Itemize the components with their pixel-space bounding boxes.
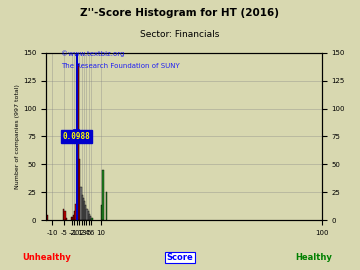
Bar (74, 211, 75, 220)
Bar (86, 209, 88, 220)
Bar (72, 217, 73, 220)
Text: Healthy: Healthy (295, 253, 332, 262)
Bar (73, 215, 74, 220)
Bar (80, 187, 82, 220)
Text: Score: Score (167, 253, 193, 262)
Bar (84, 201, 85, 220)
Bar (101, 205, 102, 220)
Bar (71, 217, 72, 220)
Bar (91, 218, 93, 220)
Y-axis label: Number of companies (997 total): Number of companies (997 total) (15, 84, 20, 189)
Text: Unhealthy: Unhealthy (22, 253, 71, 262)
Bar (66, 218, 67, 220)
Bar (47, 215, 49, 220)
Bar (102, 170, 104, 220)
Bar (89, 214, 90, 220)
Bar (78, 64, 79, 220)
Bar (88, 211, 89, 220)
Bar (77, 97, 78, 220)
Bar (63, 209, 64, 220)
Bar (75, 204, 77, 220)
Bar (90, 216, 91, 220)
Bar (83, 198, 84, 220)
Text: ©www.textbiz.org: ©www.textbiz.org (61, 50, 125, 57)
Text: The Research Foundation of SUNY: The Research Foundation of SUNY (61, 63, 180, 69)
Bar (85, 205, 86, 220)
Bar (106, 193, 107, 220)
Text: Sector: Financials: Sector: Financials (140, 30, 220, 39)
Bar (79, 159, 80, 220)
Text: 0.0988: 0.0988 (63, 132, 90, 141)
Bar (82, 195, 83, 220)
Text: Z''-Score Histogram for HT (2016): Z''-Score Histogram for HT (2016) (81, 8, 279, 18)
Bar (64, 211, 66, 220)
